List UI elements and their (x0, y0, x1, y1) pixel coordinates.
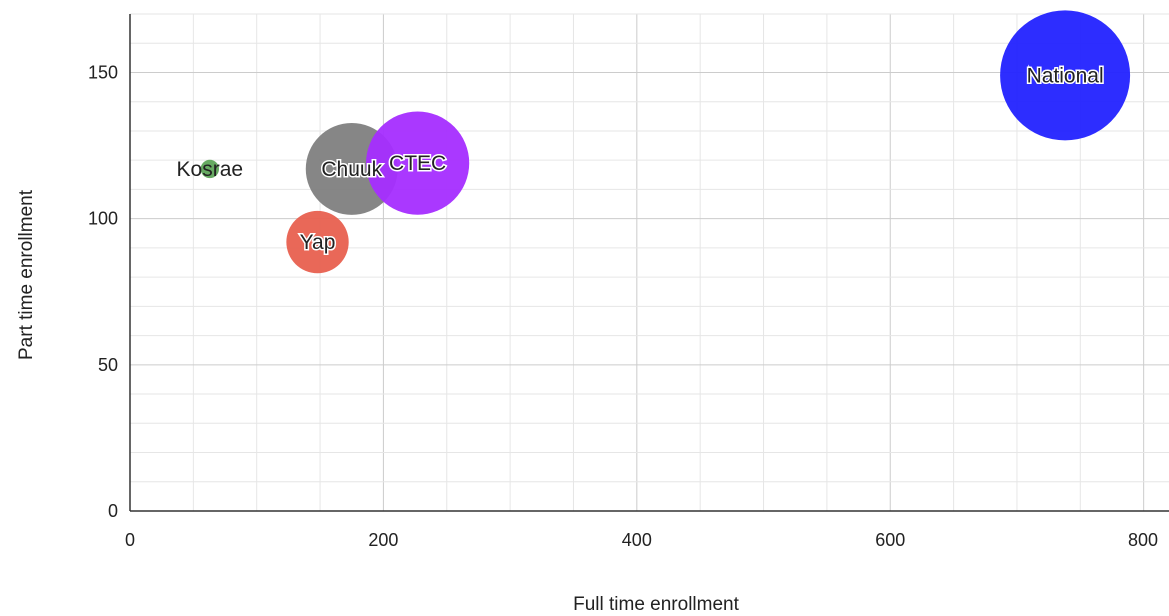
bubble-label-national: National (1027, 64, 1104, 87)
bubble-label-kosrae: Kosrae (177, 158, 244, 181)
x-tick-label: 400 (622, 530, 652, 550)
x-axis-title: Full time enrollment (573, 594, 739, 615)
y-tick-label: 0 (108, 501, 118, 521)
grid (130, 13, 1169, 511)
bubble-ctec[interactable] (366, 111, 470, 215)
bubble-kosrae[interactable] (200, 159, 220, 179)
y-tick-label: 50 (98, 355, 118, 375)
y-axis-title: Part time enrollment (16, 189, 37, 360)
bubble-label-chuuk: Chuuk (321, 158, 382, 181)
bubbles (200, 10, 1131, 274)
y-tick-label: 100 (88, 209, 118, 229)
bubble-national[interactable] (1000, 10, 1131, 141)
bubble-label-ctec: CTEC (389, 152, 446, 175)
bubble-yap[interactable] (286, 210, 349, 274)
bubble-label-yap: Yap (300, 231, 336, 254)
axes (129, 14, 1169, 512)
x-tick-label: 800 (1128, 530, 1158, 550)
y-tick-label: 150 (88, 62, 118, 82)
x-tick-label: 200 (368, 530, 398, 550)
x-tick-label: 0 (125, 530, 135, 550)
bubble-labels: Kosrae Yap Chuuk CTEC National (177, 63, 1106, 256)
tick-labels: 0 200 400 600 800 0 50 100 150 (88, 62, 1158, 550)
x-tick-label: 600 (875, 530, 905, 550)
